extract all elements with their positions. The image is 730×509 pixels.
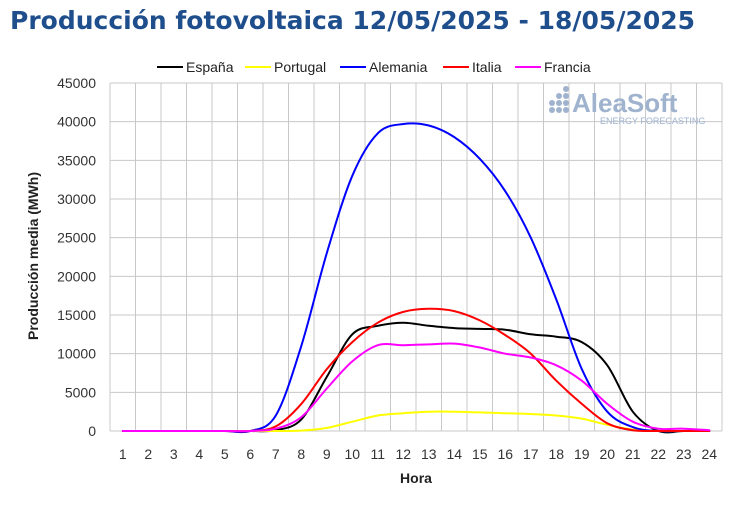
series-lines bbox=[121, 122, 711, 434]
x-tick-label: 7 bbox=[272, 446, 280, 462]
x-tick-label: 10 bbox=[344, 446, 360, 462]
x-tick-label: 15 bbox=[472, 446, 488, 462]
y-tick-label: 15000 bbox=[57, 307, 96, 323]
legend: España Portugal Alemania Italia Francia bbox=[157, 59, 591, 75]
x-tick-label: 6 bbox=[246, 446, 254, 462]
y-tick-label: 40000 bbox=[57, 114, 96, 130]
aleasoft-logo-icon bbox=[549, 86, 569, 113]
x-tick-label: 16 bbox=[497, 446, 513, 462]
logo-dot bbox=[563, 107, 569, 113]
x-tick-label: 9 bbox=[323, 446, 331, 462]
y-tick-label: 5000 bbox=[65, 384, 96, 400]
y-tick-label: 25000 bbox=[57, 230, 96, 246]
y-tick-label: 35000 bbox=[57, 152, 96, 168]
x-tick-label: 2 bbox=[144, 446, 152, 462]
logo-dot bbox=[556, 107, 562, 113]
aleasoft-watermark: AleaSoft ENERGY FORECASTING bbox=[549, 86, 705, 126]
y-axis-title: Producción media (MWh) bbox=[25, 172, 41, 340]
legend-label-portugal: Portugal bbox=[274, 59, 326, 75]
series-line-francia bbox=[121, 342, 711, 433]
y-axis-ticks: 0 5000 10000 15000 20000 25000 30000 35000 40000… bbox=[57, 75, 96, 439]
x-tick-label: 8 bbox=[297, 446, 305, 462]
x-tick-label: 4 bbox=[195, 446, 203, 462]
x-tick-label: 13 bbox=[421, 446, 437, 462]
y-tick-label: 20000 bbox=[57, 268, 96, 284]
x-tick-label: 21 bbox=[625, 446, 641, 462]
y-tick-label: 45000 bbox=[57, 75, 96, 91]
x-tick-label: 1 bbox=[119, 446, 127, 462]
y-tick-label: 30000 bbox=[57, 191, 96, 207]
x-tick-label: 20 bbox=[599, 446, 615, 462]
logo-dot bbox=[563, 86, 569, 92]
x-tick-label: 17 bbox=[523, 446, 539, 462]
y-tick-label: 0 bbox=[88, 423, 96, 439]
logo-dot bbox=[549, 100, 555, 106]
watermark-tagline: ENERGY FORECASTING bbox=[600, 116, 705, 126]
legend-label-francia: Francia bbox=[544, 59, 591, 75]
x-tick-label: 12 bbox=[395, 446, 411, 462]
watermark-brand: AleaSoft bbox=[572, 88, 678, 118]
legend-label-alemania: Alemania bbox=[369, 59, 428, 75]
grid bbox=[109, 82, 723, 432]
logo-dot bbox=[549, 107, 555, 113]
logo-dot bbox=[563, 93, 569, 99]
y-tick-label: 10000 bbox=[57, 346, 96, 362]
legend-label-italia: Italia bbox=[472, 59, 502, 75]
x-tick-label: 5 bbox=[221, 446, 229, 462]
x-tick-label: 3 bbox=[170, 446, 178, 462]
x-tick-label: 23 bbox=[676, 446, 692, 462]
logo-dot bbox=[563, 100, 569, 106]
page-title: Producción fotovoltaica 12/05/2025 - 18/… bbox=[10, 6, 696, 35]
x-axis-ticks: 1 2 3 4 5 6 7 8 9 10 11 12 13 14 15 16 17 18 19 20 21 22 23 24 bbox=[119, 446, 717, 462]
x-axis-title: Hora bbox=[400, 470, 432, 486]
x-tick-label: 14 bbox=[446, 446, 462, 462]
x-tick-label: 18 bbox=[548, 446, 564, 462]
x-tick-label: 19 bbox=[574, 446, 590, 462]
logo-dot bbox=[556, 100, 562, 106]
logo-dot bbox=[556, 93, 562, 99]
x-tick-label: 11 bbox=[370, 446, 385, 462]
x-tick-label: 24 bbox=[701, 446, 717, 462]
legend-label-espana: España bbox=[186, 59, 234, 75]
x-tick-label: 22 bbox=[650, 446, 666, 462]
